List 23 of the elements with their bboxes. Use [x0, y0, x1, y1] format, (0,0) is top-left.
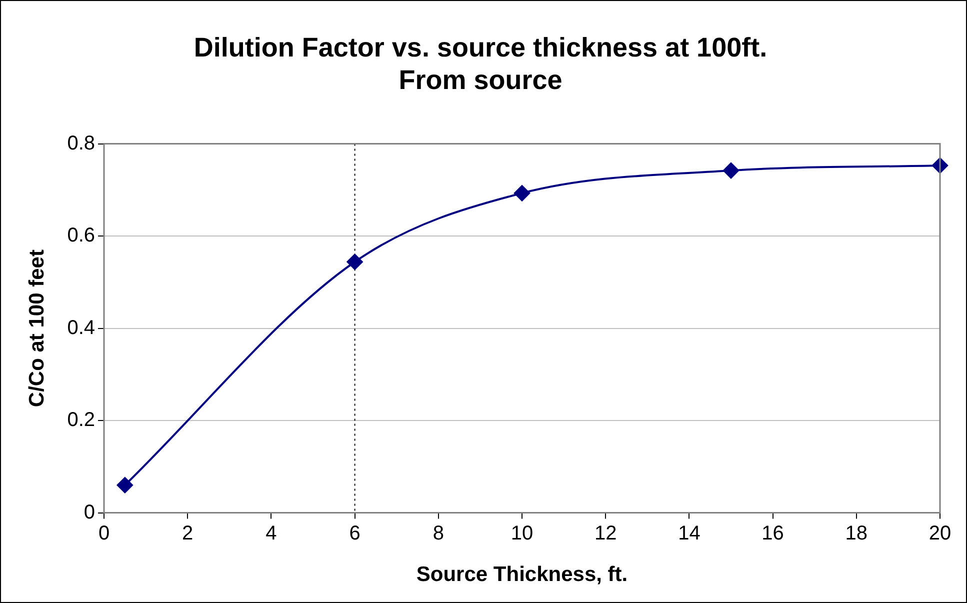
point [514, 185, 530, 202]
x-tick-label: 2 [182, 522, 194, 544]
point [723, 162, 739, 179]
x-tick-label: 20 [928, 522, 952, 544]
x-tick-label: 6 [349, 522, 360, 544]
y-tick-label: 0.6 [67, 224, 96, 247]
x-axis-title: Source Thickness, ft. [416, 563, 628, 586]
chart-title: Dilution Factor vs. source thickness at 100ft. From source [194, 32, 768, 96]
x-tick-label: 12 [594, 522, 617, 544]
y-tick-label: 0.2 [67, 409, 96, 432]
x-tick-label: 0 [98, 522, 110, 544]
point [116, 477, 133, 494]
x-tick-label: 4 [266, 522, 277, 544]
y-tick-label: 0 [84, 501, 96, 524]
x-tick-label: 16 [762, 522, 784, 544]
x-tick-label: 14 [678, 522, 700, 544]
point [346, 254, 363, 270]
x-tick-label: 10 [510, 522, 534, 544]
y-tick-label: 0.8 [67, 132, 96, 154]
y-tick-label: 0.4 [67, 316, 96, 339]
y-axis-title: C/Co at 100 feet [25, 250, 48, 408]
x-tick-label: 18 [845, 522, 868, 544]
x-tick-label: 8 [432, 522, 444, 544]
